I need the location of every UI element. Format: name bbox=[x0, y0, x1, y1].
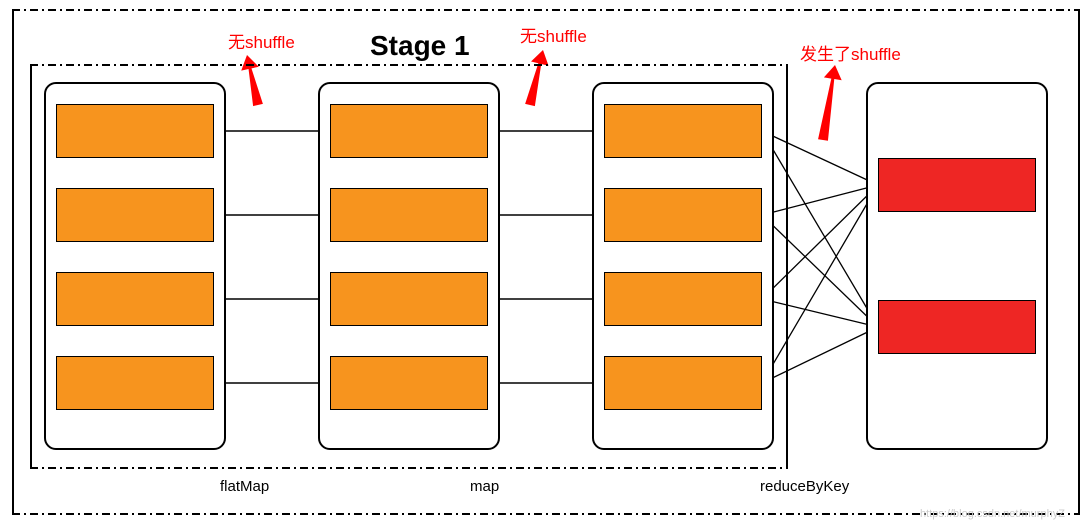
annotation-0: 无shuffle bbox=[228, 28, 295, 53]
watermark: https://blog.csdn.net/murphyZ bbox=[920, 508, 1065, 520]
partition-flatMap-1 bbox=[56, 188, 214, 242]
partition-reduceByKey-out-0 bbox=[878, 158, 1036, 212]
column-reduceByKey-out bbox=[866, 82, 1048, 450]
partition-reduceByKey-in-3 bbox=[604, 356, 762, 410]
op-label-map: map bbox=[470, 478, 499, 495]
partition-flatMap-0 bbox=[56, 104, 214, 158]
annotation-2: 发生了shuffle bbox=[800, 40, 901, 65]
partition-map-1 bbox=[330, 188, 488, 242]
partition-reduceByKey-out-1 bbox=[878, 300, 1036, 354]
annotation-1: 无shuffle bbox=[520, 22, 587, 47]
partition-flatMap-2 bbox=[56, 272, 214, 326]
partition-map-3 bbox=[330, 356, 488, 410]
op-label-reduceByKey-in: reduceByKey bbox=[760, 478, 849, 495]
partition-reduceByKey-in-1 bbox=[604, 188, 762, 242]
partition-map-0 bbox=[330, 104, 488, 158]
stage-title: Stage 1 bbox=[370, 30, 470, 62]
op-label-flatMap: flatMap bbox=[220, 478, 269, 495]
partition-flatMap-3 bbox=[56, 356, 214, 410]
partition-map-2 bbox=[330, 272, 488, 326]
diagram-canvas: Stage 1 flatMap map reduceByKey 无shuffle 无shu… bbox=[0, 0, 1092, 524]
partition-reduceByKey-in-2 bbox=[604, 272, 762, 326]
partition-reduceByKey-in-0 bbox=[604, 104, 762, 158]
